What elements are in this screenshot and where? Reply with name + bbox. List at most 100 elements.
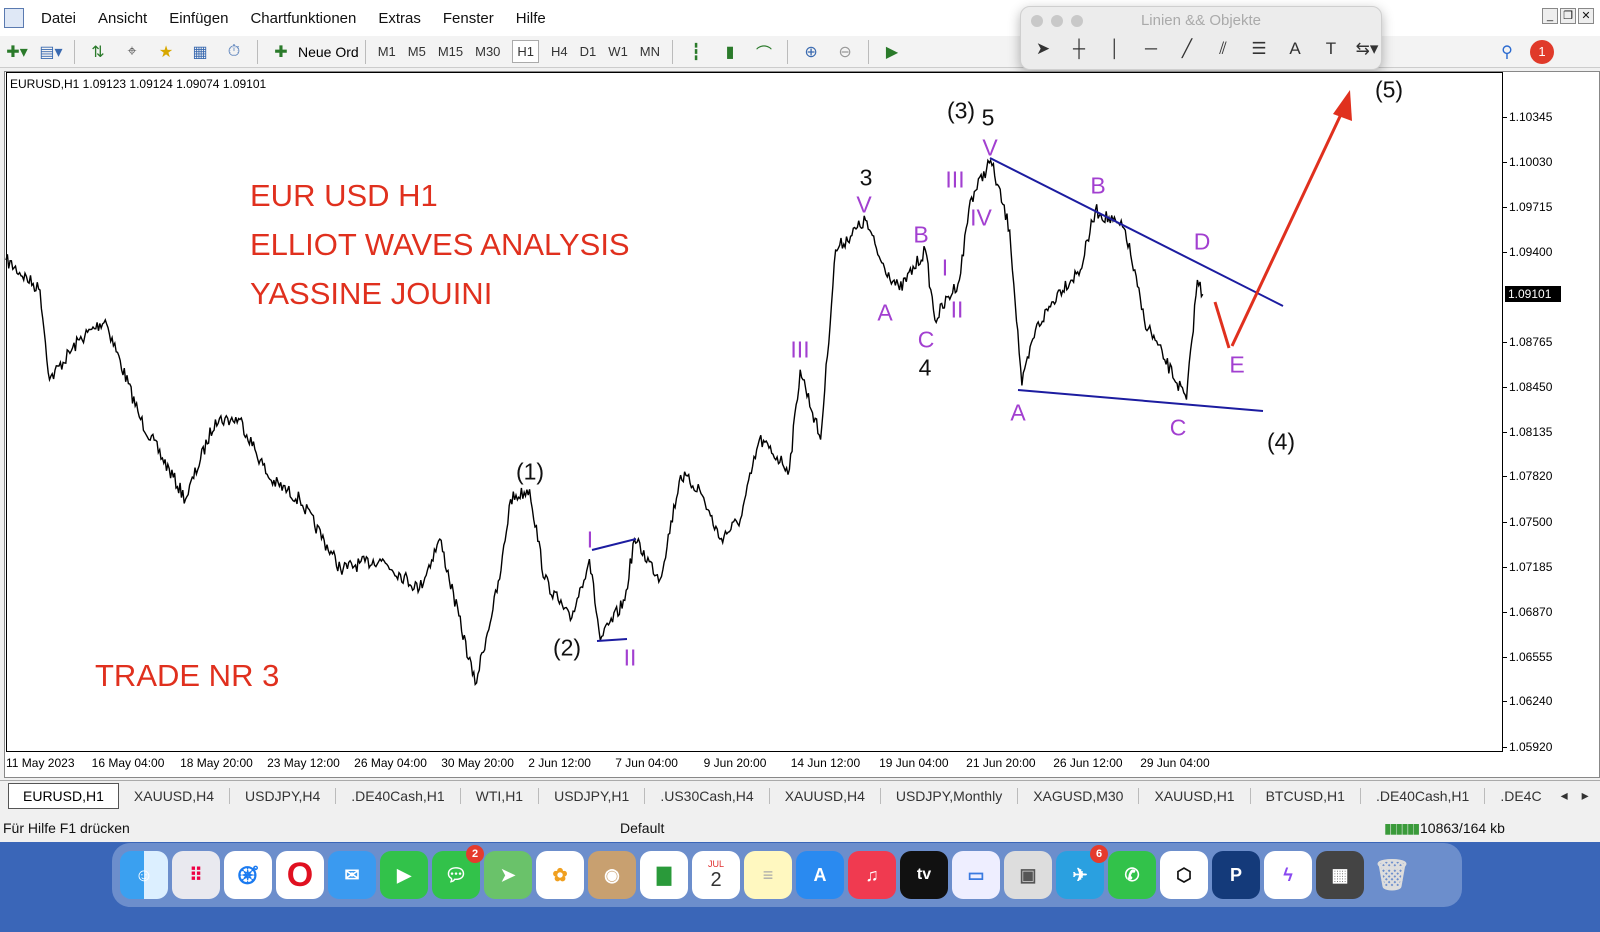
wave-label: A <box>877 299 893 326</box>
minimize-dot[interactable] <box>1051 15 1063 27</box>
keynote-icon[interactable]: ▭ <box>952 851 1000 899</box>
title-author: YASSINE JOUINI <box>250 276 493 311</box>
trash-icon[interactable]: 🗑︎ <box>1372 858 1412 892</box>
chart-symbol-header[interactable]: EURUSD,H1 1.09123 1.09124 1.09074 1.0910… <box>10 77 267 91</box>
maps-icon[interactable]: ➤ <box>484 851 532 899</box>
arrows-icon[interactable]: ⇆▾ <box>1355 39 1379 58</box>
app-store-icon[interactable]: A <box>796 851 844 899</box>
messenger-icon[interactable]: ϟ <box>1264 851 1312 899</box>
profiles-icon[interactable]: ▤▾ <box>39 43 63 61</box>
new-chart-icon[interactable]: ✚▾ <box>6 43 28 61</box>
tester-icon[interactable]: ⏱ <box>227 42 241 60</box>
market-watch-icon[interactable]: ⇅ <box>91 43 105 61</box>
close-dot[interactable] <box>1031 15 1043 27</box>
photos-icon[interactable]: ✿ <box>536 851 584 899</box>
zoom-dot[interactable] <box>1071 15 1083 27</box>
line-chart-icon[interactable]: ⌒ <box>756 45 773 63</box>
text-label-icon[interactable]: T <box>1325 39 1337 58</box>
restore-icon[interactable]: ❐ <box>1560 8 1576 24</box>
tab[interactable]: USDJPY,H4 <box>230 787 337 804</box>
mail-icon[interactable]: ✉ <box>328 851 376 899</box>
cursor-icon[interactable]: ➤ <box>1035 39 1051 58</box>
timeframe-m30[interactable]: M30 <box>475 44 501 59</box>
menu-datei[interactable]: Datei <box>41 9 77 27</box>
wave-label: (2) <box>552 634 582 661</box>
search-icon[interactable]: ⚲ <box>1501 43 1513 61</box>
tab[interactable]: BTCUSD,H1 <box>1251 787 1361 804</box>
notes-icon[interactable]: ≡ <box>744 851 792 899</box>
bar-chart-icon[interactable]: ┇ <box>691 43 701 61</box>
opera-icon[interactable]: O <box>276 851 324 899</box>
tab[interactable]: XAUUSD,H1 <box>1139 787 1251 804</box>
tab[interactable]: .DE4C <box>1500 787 1542 804</box>
safari-icon[interactable]: 🧭︎ <box>224 851 272 899</box>
platform-icon[interactable]: P <box>1212 851 1260 899</box>
tab[interactable]: USDJPY,H1 <box>539 787 646 804</box>
tab-eurusd-h1[interactable]: EURUSD,H1 <box>8 782 119 809</box>
calendar-icon[interactable]: JUL 2 <box>692 851 740 899</box>
timeframe-mn[interactable]: MN <box>639 44 661 59</box>
tab-scroll-right-icon[interactable]: ▸ <box>1581 787 1589 803</box>
preview-icon[interactable]: ▣ <box>1004 851 1052 899</box>
finder-icon[interactable]: ☺ <box>120 851 168 899</box>
new-order-icon[interactable]: ✚ <box>274 43 288 61</box>
wave-label: C <box>1169 414 1187 441</box>
zoom-in-icon[interactable]: ⊕ <box>804 43 818 61</box>
minimize-icon[interactable]: _ <box>1542 8 1558 24</box>
divider <box>868 39 870 64</box>
timeframe-m1[interactable]: M1 <box>377 44 396 59</box>
timeframe-w1[interactable]: W1 <box>608 44 628 59</box>
telegram-icon[interactable]: ✈ 6 <box>1056 845 1108 899</box>
new-order-button[interactable]: Neue Ord <box>298 43 359 60</box>
candlestick-icon[interactable]: ▮ <box>725 43 735 61</box>
navigator-icon[interactable]: ★ <box>158 43 174 61</box>
facetime-icon[interactable]: ▶ <box>380 851 428 899</box>
notifications-icon[interactable]: 1 <box>1530 40 1554 64</box>
menu-einfuegen[interactable]: Einfügen <box>169 9 229 27</box>
time-tick-label: 26 May 04:00 <box>354 756 427 770</box>
equidistant-channel-icon[interactable]: ⫽ <box>1219 39 1227 58</box>
menu-ansicht[interactable]: Ansicht <box>98 9 148 27</box>
contacts-icon[interactable]: ◉ <box>588 851 636 899</box>
horizontal-line-icon[interactable]: ─ <box>1144 39 1158 58</box>
timeframe-h1[interactable]: H1 <box>512 40 540 63</box>
timeframe-d1[interactable]: D1 <box>579 44 597 59</box>
numbers-icon[interactable]: ▇ <box>640 851 688 899</box>
tab[interactable]: XAUUSD,H4 <box>119 787 231 804</box>
menu-chartfunktionen[interactable]: Chartfunktionen <box>250 9 357 27</box>
menu-fenster[interactable]: Fenster <box>442 9 494 27</box>
timeframe-m15[interactable]: M15 <box>437 44 464 59</box>
tab[interactable]: .DE40Cash,H1 <box>336 787 461 804</box>
timeframe-m5[interactable]: M5 <box>407 44 426 59</box>
tab[interactable]: USDJPY,Monthly <box>881 787 1019 804</box>
calculator-icon[interactable]: ▦ <box>1316 851 1364 899</box>
menu-extras[interactable]: Extras <box>378 9 421 27</box>
tradingview-icon[interactable]: ⬡ <box>1160 851 1208 899</box>
music-icon[interactable]: ♫ <box>848 851 896 899</box>
fibonacci-icon[interactable]: ☰ <box>1251 39 1267 58</box>
close-icon[interactable]: ✕ <box>1578 8 1594 24</box>
chart-plot-area[interactable] <box>6 72 1503 752</box>
terminal-icon[interactable]: ▦ <box>192 43 208 61</box>
autoscroll-icon[interactable]: ▶ <box>885 43 899 61</box>
messages-icon[interactable]: 💬︎ 2 <box>432 845 484 899</box>
vertical-line-icon[interactable]: │ <box>1109 39 1121 58</box>
app-icon <box>4 8 24 28</box>
text-icon[interactable]: A <box>1289 39 1301 58</box>
trendline-icon[interactable]: ╱ <box>1181 39 1193 58</box>
tab[interactable]: .US30Cash,H4 <box>645 787 770 804</box>
zoom-out-icon[interactable]: ⊖ <box>838 43 852 61</box>
apple-tv-icon[interactable]: tv <box>900 851 948 899</box>
wave-label: 4 <box>918 354 932 381</box>
launchpad-icon[interactable]: ⠿ <box>172 851 220 899</box>
whatsapp-icon[interactable]: ✆ <box>1108 851 1156 899</box>
tab[interactable]: .DE40Cash,H1 <box>1361 787 1486 804</box>
crosshair-icon[interactable]: ⌖ <box>127 42 137 60</box>
tab[interactable]: WTI,H1 <box>461 787 540 804</box>
crosshair-tool-icon[interactable]: ┼ <box>1072 39 1086 58</box>
menu-hilfe[interactable]: Hilfe <box>515 9 546 27</box>
tab[interactable]: XAUUSD,H4 <box>770 787 881 804</box>
tab[interactable]: XAGUSD,M30 <box>1018 787 1140 804</box>
tab-scroll-left-icon[interactable]: ◂ <box>1560 787 1568 803</box>
timeframe-h4[interactable]: H4 <box>551 44 568 59</box>
